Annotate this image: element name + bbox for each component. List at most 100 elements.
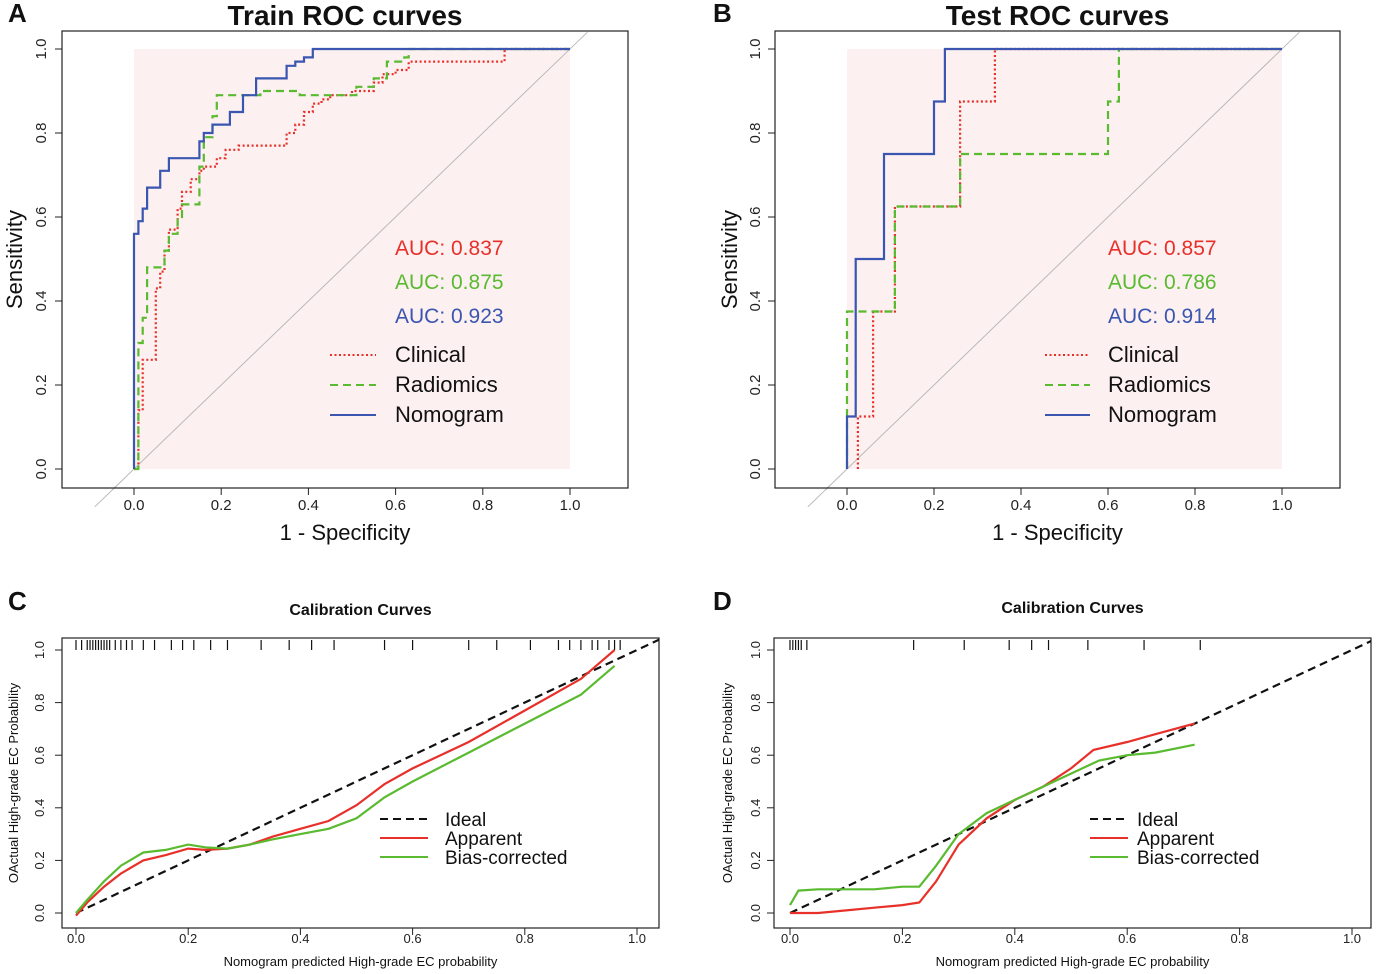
legend-label: Radiomics	[395, 372, 498, 397]
y-tick-label: 0.8	[747, 123, 764, 144]
y-tick-label: 0.0	[748, 904, 763, 922]
chart-title: Train ROC curves	[228, 0, 463, 31]
panel-letter: D	[713, 586, 732, 616]
y-tick-label: 0.2	[32, 851, 47, 869]
x-tick-label: 0.8	[472, 497, 493, 514]
legend-label: Ideal	[445, 810, 486, 831]
x-tick-label: 0.8	[516, 931, 534, 946]
panel-letter: B	[713, 0, 732, 28]
x-tick-label: 0.0	[124, 497, 145, 514]
reference-diagonal	[826, 31, 1300, 488]
y-tick-label: 0.8	[748, 694, 763, 712]
legend-label: Apparent	[445, 829, 523, 850]
x-tick-label: 0.8	[1185, 497, 1206, 514]
legend-label: Radiomics	[1108, 372, 1211, 397]
series-line-nomogram	[132, 47, 570, 469]
auc-label: AUC: 0.914	[1108, 305, 1217, 328]
chart-title: Calibration Curves	[1001, 600, 1143, 617]
auc-label: AUC: 0.786	[1108, 271, 1217, 294]
series-line-nomogram	[845, 47, 1282, 469]
x-tick-label: 1.0	[1343, 931, 1361, 946]
x-tick-label: 0.4	[291, 931, 309, 946]
y-tick-label: 0.6	[748, 746, 763, 764]
y-tick-label: 0.4	[747, 291, 764, 312]
x-tick-label: 0.0	[781, 931, 799, 946]
legend-label: Clinical	[1108, 342, 1179, 367]
legend-label: Apparent	[1137, 829, 1215, 850]
x-axis-label: Nomogram predicted High-grade EC probabi…	[224, 954, 498, 969]
panel-b: B Test ROC curves 0.0 0.2 0.4 0.6 0.8 1.0 0.0 0.2…	[713, 0, 1341, 545]
panel-letter: A	[8, 0, 27, 28]
x-tick-label: 1.0	[628, 931, 646, 946]
legend-label: Bias-corrected	[445, 848, 568, 869]
y-tick-label: 0.2	[747, 375, 764, 396]
x-tick-label: 0.2	[211, 497, 232, 514]
y-tick-label: 0.4	[748, 799, 763, 817]
x-tick-label: 0.6	[385, 497, 406, 514]
y-axis-label: Sensitivity	[2, 210, 27, 309]
x-axis-label: Nomogram predicted High-grade EC probabi…	[936, 954, 1210, 969]
series-line-radiomics	[845, 47, 1282, 469]
panel-d: D Calibration Curves 0.0 0.2 0.4 0.6 0.8 1.0 0.0…	[713, 586, 1372, 969]
plot-frame	[61, 30, 629, 489]
series-line-apparent	[790, 722, 1195, 915]
y-tick-label: 1.0	[32, 641, 47, 659]
y-tick-label: 1.0	[747, 39, 764, 60]
series-line-radiomics	[134, 47, 570, 471]
x-tick-label: 1.0	[1272, 497, 1293, 514]
y-tick-label: 0.2	[33, 375, 50, 396]
legend-label: Ideal	[1137, 810, 1178, 831]
legend-label: Clinical	[395, 342, 466, 367]
x-tick-label: 1.0	[560, 497, 581, 514]
y-tick-label: 0.8	[32, 694, 47, 712]
x-tick-label: 0.0	[837, 497, 858, 514]
legend-label: Bias-corrected	[1137, 848, 1260, 869]
y-tick-label: 0.6	[33, 207, 50, 228]
series-line-bias-corrected	[789, 743, 1195, 906]
x-tick-label: 0.4	[298, 497, 319, 514]
x-tick-label: 0.6	[1098, 497, 1119, 514]
y-tick-label: 0.6	[747, 207, 764, 228]
auc-label: AUC: 0.923	[395, 305, 504, 328]
y-tick-label: 0.4	[33, 291, 50, 312]
legend-label: Nomogram	[395, 402, 504, 427]
auc-label: AUC: 0.857	[1108, 237, 1217, 260]
y-tick-label: 0.2	[748, 851, 763, 869]
series-line-ideal	[75, 638, 659, 914]
plot-frame	[773, 637, 1372, 929]
y-axis-label: OActual High-grade EC Probability	[6, 682, 21, 883]
chart-title: Calibration Curves	[289, 602, 431, 619]
x-tick-label: 0.2	[179, 931, 197, 946]
panel-letter: C	[8, 586, 27, 616]
x-tick-label: 0.8	[1231, 931, 1249, 946]
y-tick-label: 0.0	[33, 459, 50, 480]
y-tick-label: 0.0	[747, 459, 764, 480]
x-axis-label: 1 - Specificity	[280, 520, 411, 545]
reference-diagonal	[113, 31, 588, 488]
x-tick-label: 0.2	[893, 931, 911, 946]
y-tick-label: 1.0	[33, 39, 50, 60]
y-tick-label: 0.4	[32, 799, 47, 817]
y-axis-label: Sensitivity	[717, 210, 742, 309]
chart-title: Test ROC curves	[946, 0, 1170, 31]
x-tick-label: 0.0	[67, 931, 85, 946]
x-tick-label: 0.6	[404, 931, 422, 946]
plot-frame	[61, 637, 660, 929]
plot-frame	[774, 30, 1341, 489]
auc-label: AUC: 0.875	[395, 271, 504, 294]
x-tick-label: 0.2	[924, 497, 945, 514]
y-axis-label: OActual High-grade EC Probability	[720, 682, 735, 883]
x-axis-label: 1 - Specificity	[992, 520, 1123, 545]
y-tick-label: 0.6	[32, 746, 47, 764]
y-tick-label: 1.0	[748, 641, 763, 659]
panel-c: C Calibration Curves 0.0 0.2 0.4 0.6 0.8 1.0 0.0…	[6, 586, 660, 969]
series-line-apparent	[75, 649, 616, 917]
y-tick-label: 0.0	[32, 904, 47, 922]
series-line-bias-corrected	[75, 664, 616, 914]
y-tick-label: 0.8	[33, 123, 50, 144]
reference-diagonal-ext	[807, 485, 830, 508]
reference-diagonal-ext	[94, 485, 117, 508]
x-tick-label: 0.4	[1006, 931, 1024, 946]
auc-label: AUC: 0.837	[395, 237, 504, 260]
